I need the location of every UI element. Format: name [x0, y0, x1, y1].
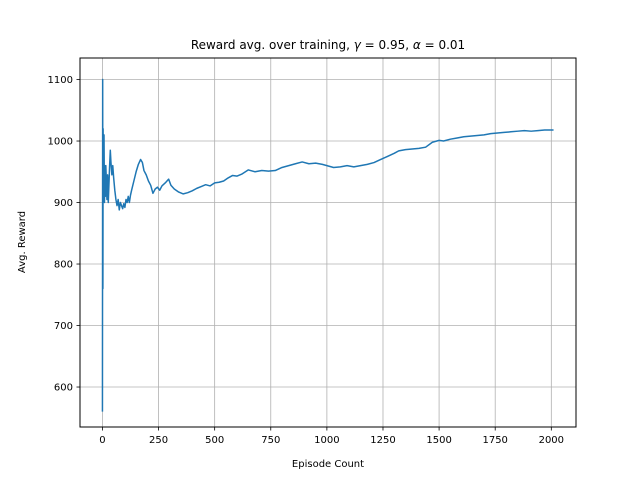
x-tick-label: 250 — [149, 435, 168, 446]
grid-lines — [80, 58, 576, 427]
x-axis-label: Episode Count — [292, 459, 364, 470]
x-tick-label: 2000 — [539, 435, 564, 446]
chart-title: Reward avg. over training, γ = 0.95, α =… — [191, 38, 465, 52]
y-axis-ticks: 600 700 800 900 1000 1100 — [48, 75, 80, 394]
x-axis-ticks: 0 250 500 750 1000 1250 1500 1750 2000 — [99, 427, 564, 446]
y-tick-label: 700 — [54, 321, 73, 332]
reward-series-line — [101, 78, 554, 412]
series-layer — [101, 78, 554, 412]
plot-area-frame — [79, 57, 577, 428]
x-tick-label: 1000 — [314, 435, 339, 446]
y-tick-label: 1000 — [48, 137, 73, 148]
x-tick-label: 1750 — [482, 435, 507, 446]
y-tick-label: 1100 — [48, 75, 73, 86]
y-axis-label: Avg. Reward — [17, 211, 28, 273]
x-tick-label: 1500 — [426, 435, 451, 446]
y-tick-label: 800 — [54, 260, 73, 271]
x-tick-label: 0 — [99, 435, 105, 446]
x-tick-label: 750 — [261, 435, 280, 446]
y-tick-label: 600 — [54, 383, 73, 394]
x-tick-label: 1250 — [370, 435, 395, 446]
x-tick-label: 500 — [205, 435, 224, 446]
y-tick-label: 900 — [54, 198, 73, 209]
